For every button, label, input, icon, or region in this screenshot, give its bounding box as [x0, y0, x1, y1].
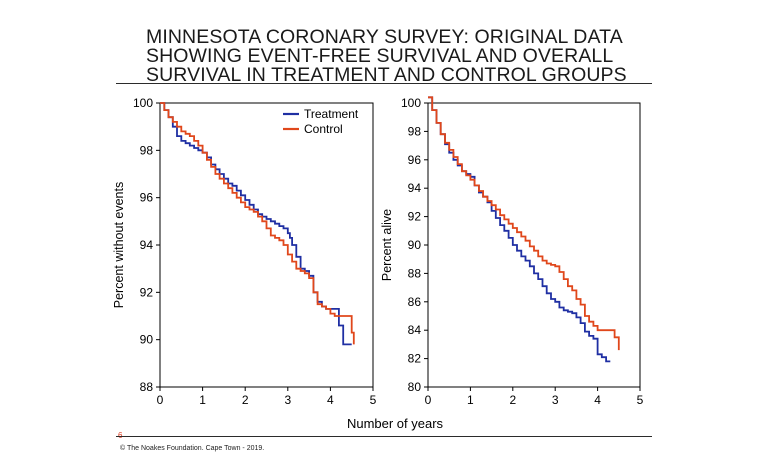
x-tick-label: 1: [199, 393, 206, 407]
y-axis-label: Percent without events: [112, 182, 126, 308]
y-tick-label: 100: [401, 96, 421, 110]
x-tick-label: 5: [637, 393, 644, 407]
series-line-control: [160, 102, 355, 345]
legend-label-control: Control: [304, 122, 343, 136]
y-tick-label: 96: [140, 191, 154, 205]
title-line-1: MINNESOTA CORONARY SURVEY: ORIGINAL DATA: [146, 26, 623, 48]
y-tick-label: 98: [408, 124, 422, 138]
page-number: 6: [118, 431, 122, 440]
x-tick-label: 0: [157, 393, 164, 407]
copyright-notice: © The Noakes Foundation. Cape Town - 201…: [120, 445, 265, 452]
x-tick-label: 5: [370, 393, 377, 407]
footer-divider: [116, 436, 652, 437]
x-tick-label: 4: [594, 393, 601, 407]
x-tick-label: 4: [327, 393, 334, 407]
series-line-treatment: [428, 96, 611, 363]
y-tick-label: 94: [408, 181, 422, 195]
y-tick-label: 90: [140, 333, 154, 347]
y-tick-label: 92: [408, 210, 422, 224]
y-tick-label: 96: [408, 153, 422, 167]
slide-title: MINNESOTA CORONARY SURVEY: ORIGINAL DATA…: [146, 26, 706, 86]
shared-x-axis-label: Number of years: [347, 416, 444, 431]
plot-frame: [427, 102, 641, 388]
series-line-treatment: [160, 102, 352, 346]
y-tick-label: 84: [408, 323, 422, 337]
x-tick-label: 2: [242, 393, 249, 407]
x-tick-label: 3: [552, 393, 559, 407]
y-tick-label: 88: [408, 266, 422, 280]
title-line-2: SHOWING EVENT-FREE SURVIVAL AND OVERALL: [146, 45, 614, 67]
x-tick-label: 0: [425, 393, 432, 407]
y-tick-label: 86: [408, 295, 422, 309]
y-tick-label: 100: [133, 96, 153, 110]
x-tick-label: 1: [467, 393, 474, 407]
y-tick-label: 82: [408, 352, 422, 366]
y-tick-label: 98: [140, 143, 154, 157]
overall-survival-chart: 0 1 2 3 4 5 80 82 84 86 88 90 92 94 96 98 100 Percent ali…: [380, 96, 644, 407]
y-tick-label: 90: [408, 238, 422, 252]
event-free-survival-chart: 0 1 2 3 4 5 88 90 92 94 96 98 100 Percent without eve…: [112, 96, 377, 407]
y-axis-label: Percent alive: [380, 209, 394, 281]
title-divider: [116, 83, 652, 84]
y-tick-label: 94: [140, 238, 154, 252]
legend-label-treatment: Treatment: [304, 107, 359, 121]
y-tick-label: 92: [140, 285, 154, 299]
x-tick-label: 3: [284, 393, 291, 407]
series-line-control: [428, 96, 620, 351]
x-tick-label: 2: [509, 393, 516, 407]
y-tick-label: 88: [140, 380, 154, 394]
title-line-3: SURVIVAL IN TREATMENT AND CONTROL GROUPS: [146, 64, 627, 86]
y-tick-label: 80: [408, 380, 422, 394]
